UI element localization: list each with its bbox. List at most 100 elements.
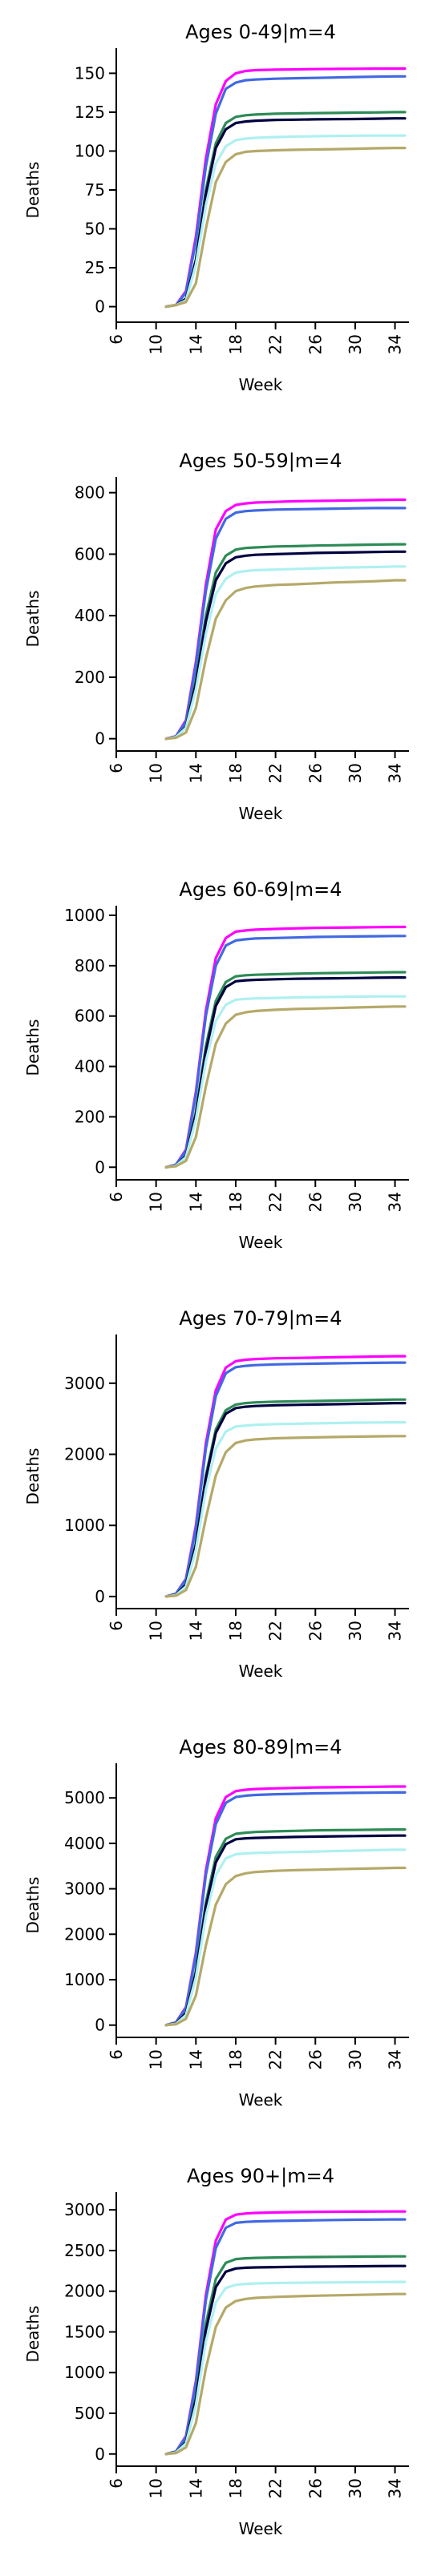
y-tick-label: 3000 [64,1374,105,1393]
series-line-3 [164,111,407,309]
series-line-4 [164,117,407,309]
x-tick-label: 30 [346,763,365,783]
series-line-4 [164,1402,407,1598]
x-tick-label: 26 [306,2478,325,2498]
series-line-6 [164,147,407,309]
x-tick-label: 14 [186,2478,205,2498]
x-tick-label: 18 [226,2478,245,2498]
y-tick-label: 0 [95,2445,105,2464]
y-axis-label: Deaths [23,1448,42,1505]
x-tick-label: 30 [346,1192,365,1212]
y-tick-label: 0 [95,729,105,749]
series-line-2 [164,935,407,1169]
x-axis-label: Week [239,804,283,823]
x-tick-label: 22 [266,1192,285,1212]
x-tick-label: 10 [147,763,166,783]
y-axis-label: Deaths [23,591,42,648]
x-tick-label: 18 [226,1192,245,1212]
x-axis-label: Week [239,2519,283,2538]
series-line-6 [164,1866,407,2027]
y-axis-label: Deaths [23,1019,42,1076]
x-tick-label: 14 [186,1621,205,1641]
x-tick-label: 26 [306,763,325,783]
y-tick-label: 125 [75,103,105,122]
x-tick-label: 22 [266,2049,285,2069]
chart-title: Ages 80-89|m=4 [179,1736,342,1758]
chart-title: Ages 0-49|m=4 [185,21,336,43]
chart-title: Ages 50-59|m=4 [179,450,342,472]
chart-title: Ages 90+|m=4 [187,2165,334,2187]
series-line-2 [164,1791,407,2027]
series-line-6 [164,1435,407,1598]
series-line-2 [164,75,407,309]
y-tick-label: 4000 [64,1834,105,1853]
series-line-5 [164,134,407,309]
series-line-4 [164,1834,407,2027]
series-line-5 [164,995,407,1169]
x-tick-label: 10 [147,1192,166,1212]
x-tick-label: 18 [226,1621,245,1641]
series-line-5 [164,565,407,741]
series-line-5 [164,1421,407,1598]
y-tick-label: 1000 [64,2363,105,2382]
y-tick-label: 0 [95,297,105,317]
x-tick-label: 34 [386,2478,405,2498]
subplot-4: Ages 70-79|m=4 0 1000 2000 3000 6 10 14 18 22 26 30… [23,1307,409,1681]
x-tick-label: 14 [186,763,205,783]
x-axis-label: Week [239,1661,283,1681]
y-tick-label: 400 [75,1057,105,1076]
x-tick-label: 22 [266,763,285,783]
y-axis-label: Deaths [23,162,42,219]
x-tick-label: 6 [107,1621,126,1631]
x-tick-label: 34 [386,1621,405,1641]
chart-title: Ages 60-69|m=4 [179,878,342,901]
x-tick-label: 6 [107,2478,126,2489]
series-line-2 [164,1361,407,1598]
y-tick-label: 3000 [64,2200,105,2219]
series-line-6 [164,579,407,741]
x-tick-label: 26 [306,334,325,354]
x-axis-label: Week [239,2090,283,2110]
x-tick-label: 26 [306,2049,325,2069]
y-tick-label: 50 [85,220,105,239]
x-tick-label: 26 [306,1192,325,1212]
x-tick-label: 18 [226,763,245,783]
x-tick-label: 14 [186,2049,205,2069]
x-tick-label: 30 [346,1621,365,1641]
x-tick-label: 10 [147,334,166,354]
x-tick-label: 34 [386,1192,405,1212]
subplot-5: Ages 80-89|m=4 0 1000 2000 3000 4000 5000 6 10 14… [23,1736,409,2110]
series-line-5 [164,1848,407,2027]
y-tick-label: 0 [95,1157,105,1177]
x-tick-label: 6 [107,2049,126,2060]
x-tick-label: 34 [386,334,405,354]
x-tick-label: 6 [107,334,126,345]
x-tick-label: 18 [226,334,245,354]
y-tick-label: 100 [75,141,105,160]
y-tick-label: 2000 [64,1924,105,1944]
y-tick-label: 800 [75,483,105,503]
x-tick-label: 34 [386,2049,405,2069]
x-tick-label: 30 [346,2049,365,2069]
y-axis-label: Deaths [23,2306,42,2363]
y-axis-label: Deaths [23,1877,42,1934]
x-tick-label: 10 [147,2478,166,2498]
x-tick-label: 34 [386,763,405,783]
series-line-4 [164,550,407,741]
y-tick-label: 1000 [64,1970,105,1989]
y-tick-label: 150 [75,63,105,83]
y-tick-label: 1500 [64,2322,105,2341]
x-tick-label: 22 [266,334,285,354]
x-axis-label: Week [239,1233,283,1252]
x-tick-label: 10 [147,1621,166,1641]
y-tick-label: 200 [75,668,105,687]
x-tick-label: 10 [147,2049,166,2069]
y-tick-label: 0 [95,1587,105,1606]
y-tick-label: 3000 [64,1880,105,1899]
y-tick-label: 0 [95,2016,105,2035]
y-tick-label: 1000 [64,906,105,925]
y-tick-label: 2000 [64,2282,105,2301]
x-tick-label: 30 [346,2478,365,2498]
y-tick-label: 600 [75,544,105,563]
